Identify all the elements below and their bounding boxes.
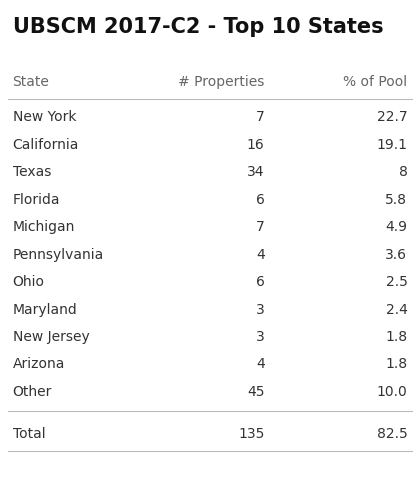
Text: 1.8: 1.8	[385, 357, 407, 372]
Text: 4.9: 4.9	[386, 220, 407, 234]
Text: 4: 4	[256, 248, 265, 262]
Text: Other: Other	[13, 385, 52, 399]
Text: Florida: Florida	[13, 193, 60, 207]
Text: New York: New York	[13, 111, 76, 125]
Text: 22.7: 22.7	[377, 111, 407, 125]
Text: UBSCM 2017-C2 - Top 10 States: UBSCM 2017-C2 - Top 10 States	[13, 17, 383, 37]
Text: 82.5: 82.5	[377, 427, 407, 441]
Text: 2.4: 2.4	[386, 302, 407, 317]
Text: Ohio: Ohio	[13, 275, 45, 289]
Text: Michigan: Michigan	[13, 220, 75, 234]
Text: 7: 7	[256, 220, 265, 234]
Text: # Properties: # Properties	[178, 75, 265, 90]
Text: Pennsylvania: Pennsylvania	[13, 248, 104, 262]
Text: 8: 8	[399, 166, 407, 179]
Text: Arizona: Arizona	[13, 357, 65, 372]
Text: 34: 34	[247, 166, 265, 179]
Text: Total: Total	[13, 427, 45, 441]
Text: California: California	[13, 138, 79, 152]
Text: 10.0: 10.0	[377, 385, 407, 399]
Text: 1.8: 1.8	[385, 330, 407, 344]
Text: New Jersey: New Jersey	[13, 330, 89, 344]
Text: 45: 45	[247, 385, 265, 399]
Text: 7: 7	[256, 111, 265, 125]
Text: 2.5: 2.5	[386, 275, 407, 289]
Text: 5.8: 5.8	[386, 193, 407, 207]
Text: Texas: Texas	[13, 166, 51, 179]
Text: State: State	[13, 75, 50, 90]
Text: 3.6: 3.6	[386, 248, 407, 262]
Text: 3: 3	[256, 302, 265, 317]
Text: 6: 6	[256, 275, 265, 289]
Text: 135: 135	[238, 427, 265, 441]
Text: 4: 4	[256, 357, 265, 372]
Text: % of Pool: % of Pool	[343, 75, 407, 90]
Text: 16: 16	[247, 138, 265, 152]
Text: 3: 3	[256, 330, 265, 344]
Text: Maryland: Maryland	[13, 302, 77, 317]
Text: 19.1: 19.1	[376, 138, 407, 152]
Text: 6: 6	[256, 193, 265, 207]
